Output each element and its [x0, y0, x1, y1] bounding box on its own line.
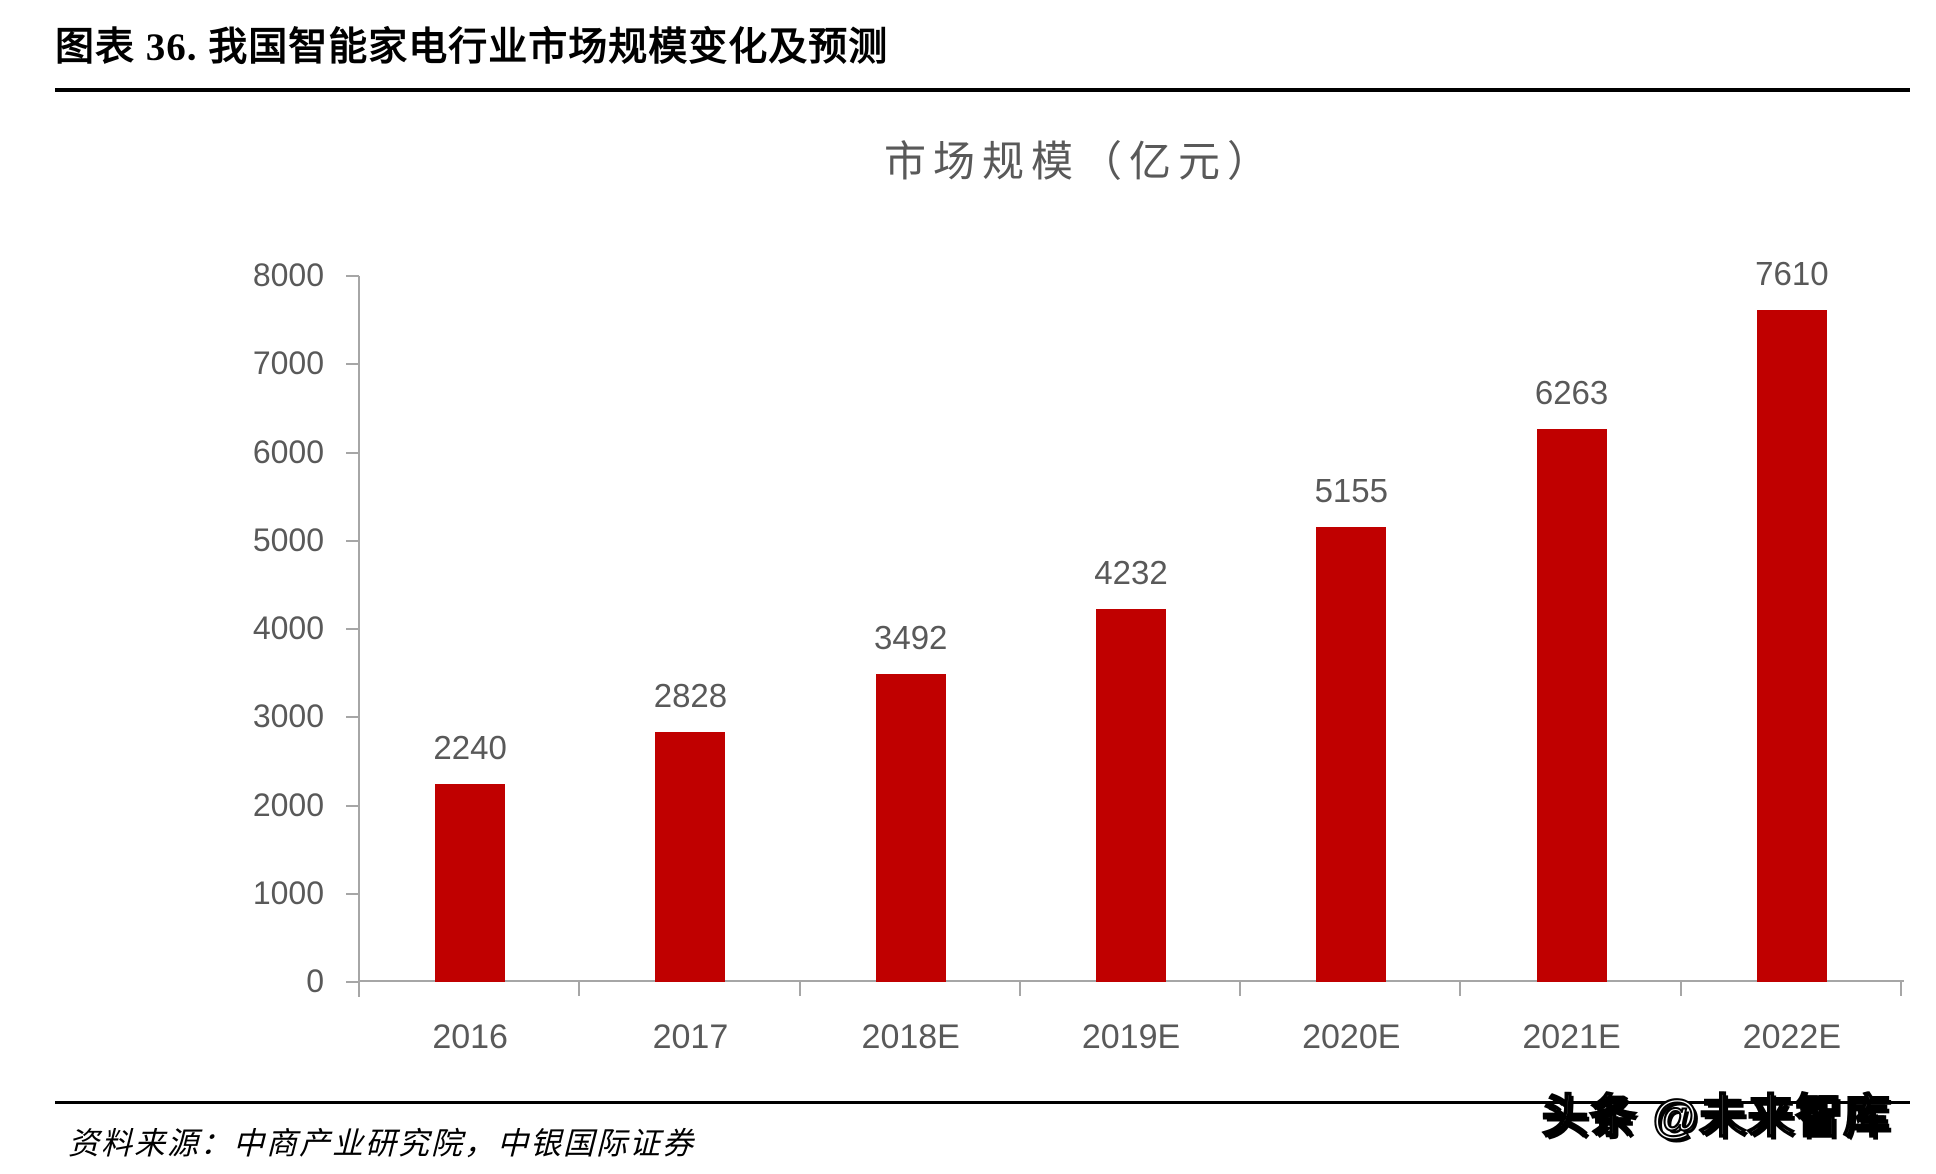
- figure-title: 图表 36. 我国智能家电行业市场规模变化及预测: [55, 26, 889, 69]
- y-tick-label: 1000: [252, 874, 324, 911]
- bar-2019E: [1096, 608, 1166, 982]
- bar-2022E: [1756, 310, 1827, 982]
- bar-2016: [435, 784, 506, 982]
- bar-2020E: [1316, 527, 1387, 982]
- bar-2021E: [1536, 429, 1607, 982]
- bar-value-label: 7610: [1755, 255, 1829, 293]
- x-tick-label: 2022E: [1742, 1018, 1842, 1056]
- bar-value-label: 2240: [433, 729, 507, 767]
- x-tick-label: 2017: [652, 1018, 729, 1056]
- x-tick: [798, 982, 801, 996]
- bar-value-label: 5155: [1314, 472, 1388, 510]
- title-divider: [55, 88, 1910, 92]
- y-tick: [346, 539, 359, 542]
- bar-value-label: 2828: [653, 677, 728, 715]
- y-tick: [346, 892, 359, 895]
- y-tick-label: 8000: [252, 256, 324, 293]
- bar-value-label: 3492: [873, 618, 948, 656]
- footer-divider: [55, 1101, 1910, 1104]
- bar-value-label: 4232: [1094, 553, 1168, 591]
- y-tick-label: 4000: [252, 609, 324, 646]
- x-tick: [1900, 982, 1902, 996]
- x-tick: [578, 982, 581, 996]
- y-tick-label: 2000: [252, 786, 324, 823]
- y-tick: [346, 804, 359, 807]
- x-tick: [358, 982, 360, 996]
- y-tick: [346, 981, 359, 983]
- y-tick: [346, 628, 359, 630]
- x-tick: [1018, 982, 1021, 996]
- y-tick: [346, 275, 359, 277]
- x-tick-label: 2020E: [1302, 1018, 1401, 1056]
- x-tick: [1459, 982, 1462, 996]
- y-tick: [346, 363, 359, 366]
- bar-2018E: [875, 673, 946, 982]
- y-tick-label: 5000: [252, 521, 324, 558]
- y-tick: [346, 451, 359, 454]
- plot-area: 0 1000 2000 3000 4000 5000 6000 7000 8000 2240 201…: [253, 257, 1904, 1056]
- bar-value-label: 6263: [1534, 374, 1609, 412]
- y-tick-label: 3000: [252, 698, 324, 735]
- source-note: 资料来源：中商产业研究院，中银国际证券: [68, 1126, 695, 1161]
- x-tick-label: 2021E: [1522, 1018, 1621, 1056]
- y-tick-label: 6000: [252, 433, 324, 470]
- x-tick: [1679, 982, 1682, 996]
- x-tick-label: 2016: [432, 1018, 508, 1056]
- x-tick: [1239, 982, 1242, 996]
- y-tick-label: 7000: [252, 345, 324, 382]
- y-tick-label: 0: [306, 962, 324, 999]
- y-tick: [346, 716, 359, 719]
- y-axis-line: [358, 276, 360, 997]
- watermark-logo: 头条 @未来智库: [1541, 1089, 1892, 1143]
- x-tick-label: 2018E: [861, 1018, 960, 1056]
- chart-title: 市场规模（亿元）: [883, 138, 1277, 185]
- x-tick-label: 2019E: [1081, 1018, 1181, 1056]
- bar-2017: [655, 732, 726, 982]
